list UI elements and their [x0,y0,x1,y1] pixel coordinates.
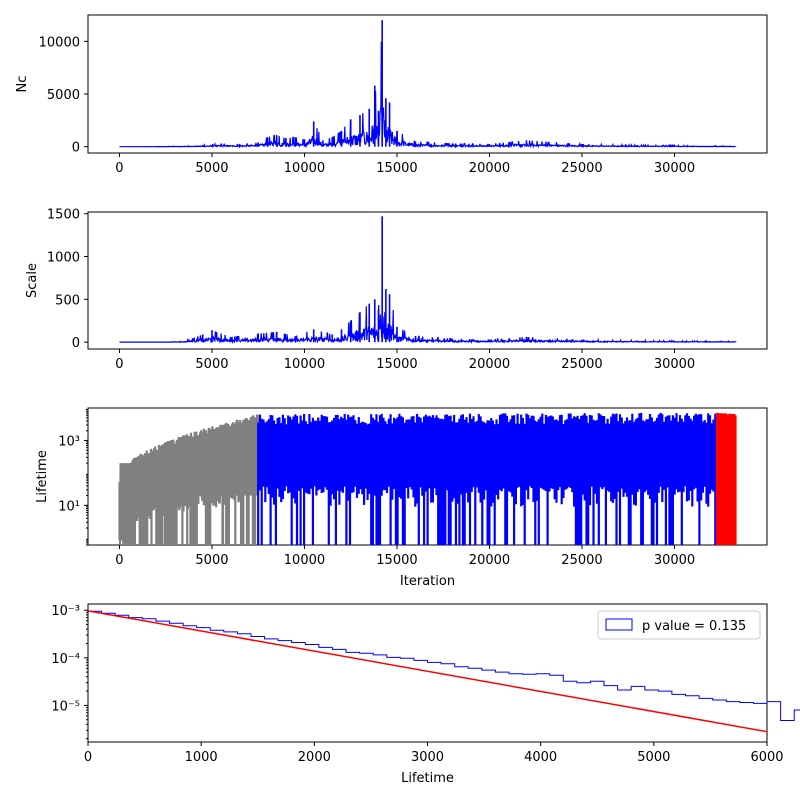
legend-label: p value = 0.135 [642,619,746,634]
x-tick-label: 15000 [376,357,417,372]
x-tick-label: 25000 [561,553,602,568]
x-tick-label: 0 [84,750,92,765]
y-tick-label: 10³ [58,434,80,449]
x-axis-label: Iteration [400,574,455,589]
y-tick-label: 500 [55,293,80,308]
x-tick-label: 10000 [284,161,325,176]
x-tick-label: 5000 [637,750,670,765]
x-tick-label: 0 [115,553,123,568]
x-tick-label: 10000 [284,553,325,568]
y-tick-label: 1500 [47,208,80,223]
y-tick-label: 10⁻⁵ [51,699,80,714]
x-tick-label: 0 [115,161,123,176]
panel-2-axes: 0 5000 10000 15000 20000 25000 30000 0 500 1000 15… [25,208,767,372]
x-tick-label: 0 [115,357,123,372]
legend: p value = 0.135 [598,611,760,639]
x-tick-label: 5000 [195,161,228,176]
y-tick-label: 10⁻³ [51,604,80,619]
y-tick-label: 0 [72,141,80,156]
panel-3-band-3 [717,419,736,445]
x-tick-label: 1000 [185,750,218,765]
panel-1-series-1-trace [120,42,736,147]
panel-3-segment-3 [717,413,736,545]
x-tick-label: 20000 [469,553,510,568]
y-tick-label: 0 [72,336,80,351]
x-tick-label: 4000 [524,750,557,765]
x-tick-label: 5000 [195,553,228,568]
y-axis-label: Scale [25,263,40,298]
panel-2-frame [88,212,767,349]
x-tick-label: 15000 [376,161,417,176]
y-tick-label: 10¹ [58,499,80,514]
panel-3-segment-2 [258,413,717,545]
x-tick-label: 30000 [654,553,695,568]
panel-2-series-1 [119,216,735,342]
y-axis-label: Nc [15,76,30,93]
panel-1-axes: 0 5000 10000 15000 20000 25000 30000 0 5000 10000… [15,15,767,176]
y-axis-label: Lifetime [35,450,50,503]
x-tick-label: 3000 [411,750,444,765]
x-tick-label: 10000 [284,357,325,372]
panel-3-band-2 [258,425,717,480]
panel-3-segment-1 [119,415,258,546]
x-tick-label: 15000 [376,553,417,568]
x-tick-label: 25000 [561,357,602,372]
panel-1-frame [88,15,767,153]
x-tick-label: 20000 [469,357,510,372]
y-tick-label: 5000 [47,88,80,103]
x-tick-label: 5000 [195,357,228,372]
x-tick-label: 2000 [298,750,331,765]
x-tick-label: 25000 [561,161,602,176]
panel-3-band-1 [119,463,258,495]
panel-1-series-1 [119,20,735,146]
y-tick-label: 10⁻⁴ [51,652,80,667]
y-tick-label: 1000 [47,251,80,266]
y-tick-label: 10000 [39,35,80,50]
x-tick-label: 30000 [654,161,695,176]
x-axis-label: Lifetime [401,771,454,786]
x-tick-label: 30000 [654,357,695,372]
x-tick-label: 20000 [469,161,510,176]
x-tick-label: 6000 [750,750,783,765]
